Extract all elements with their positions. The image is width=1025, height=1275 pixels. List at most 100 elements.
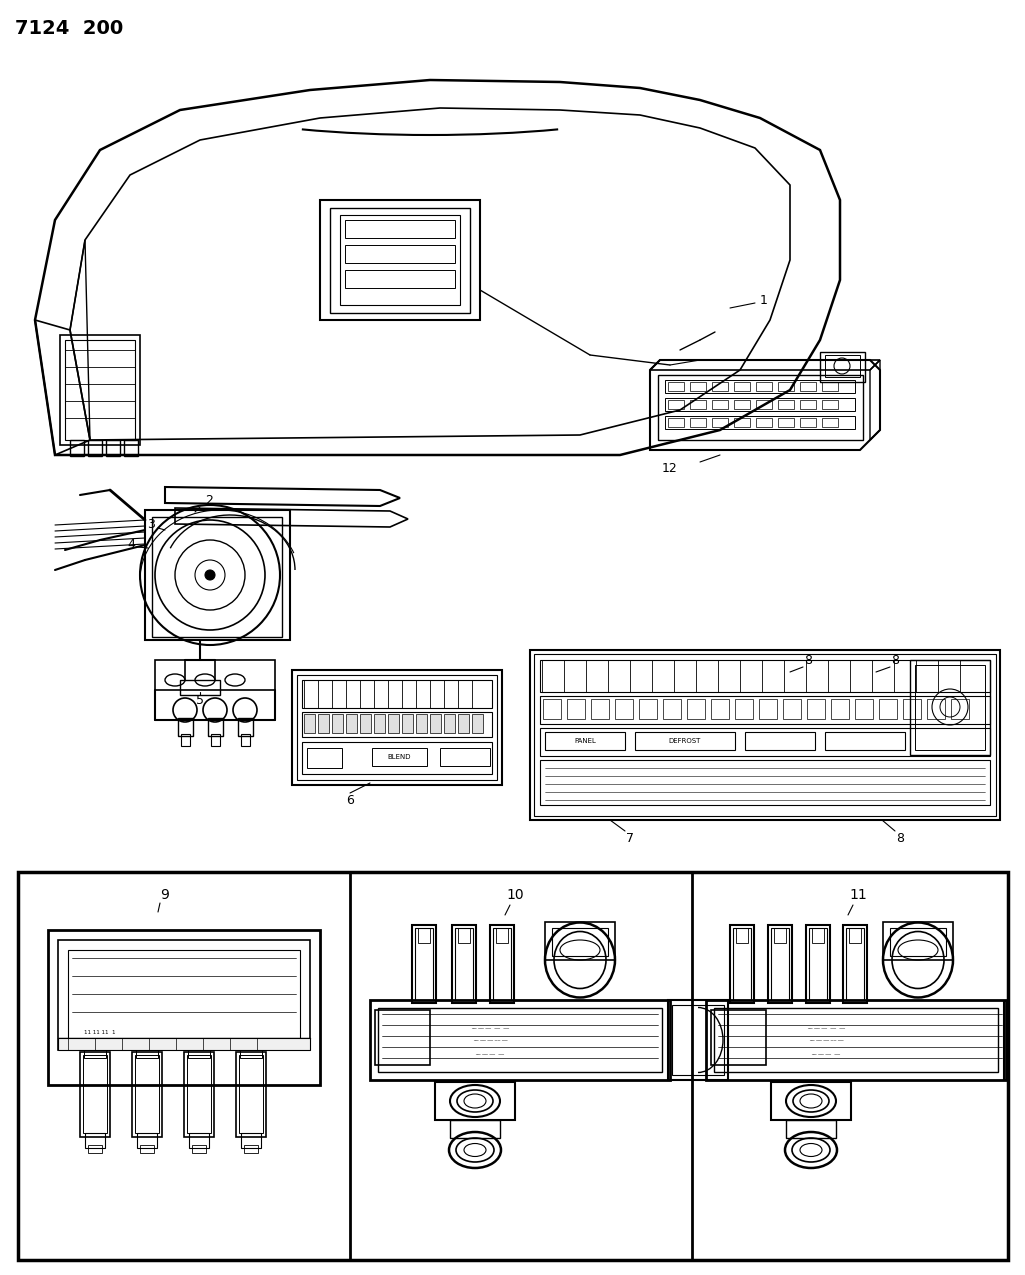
Bar: [807, 699, 825, 719]
Bar: [806, 924, 830, 1003]
Bar: [736, 928, 748, 944]
Bar: [809, 928, 827, 1000]
Bar: [903, 699, 921, 719]
Bar: [304, 714, 315, 733]
Bar: [768, 924, 792, 1003]
Bar: [430, 714, 441, 733]
Bar: [668, 382, 684, 391]
Bar: [302, 680, 492, 708]
Text: 6: 6: [346, 793, 354, 807]
Bar: [758, 699, 777, 719]
Bar: [452, 924, 476, 1003]
Bar: [849, 928, 861, 944]
Bar: [330, 208, 470, 312]
Bar: [415, 928, 433, 1000]
Bar: [771, 928, 789, 1000]
Text: 11 11 11  1: 11 11 11 1: [84, 1030, 116, 1035]
Bar: [455, 928, 473, 1000]
Bar: [822, 400, 838, 409]
Bar: [65, 340, 135, 440]
Bar: [712, 418, 728, 427]
Bar: [778, 418, 794, 427]
Bar: [545, 732, 625, 750]
Bar: [712, 382, 728, 391]
Text: 7: 7: [626, 831, 634, 844]
Bar: [530, 650, 1000, 820]
Bar: [435, 1082, 515, 1119]
Bar: [135, 1054, 159, 1133]
Bar: [756, 400, 772, 409]
Text: 3: 3: [148, 519, 155, 532]
Bar: [591, 699, 609, 719]
Bar: [545, 922, 615, 960]
Bar: [240, 1051, 262, 1058]
Text: 8: 8: [896, 831, 904, 844]
Bar: [712, 400, 728, 409]
Bar: [346, 714, 357, 733]
Bar: [687, 699, 705, 719]
Bar: [345, 221, 455, 238]
Bar: [543, 699, 561, 719]
Bar: [18, 872, 1008, 1260]
Bar: [184, 1052, 214, 1137]
Bar: [370, 1000, 670, 1080]
Bar: [360, 714, 371, 733]
Bar: [318, 714, 329, 733]
Bar: [374, 714, 385, 733]
Bar: [843, 924, 867, 1003]
Text: 2: 2: [205, 493, 213, 506]
Bar: [690, 382, 706, 391]
Bar: [665, 398, 855, 411]
Bar: [241, 1133, 261, 1148]
Bar: [372, 748, 427, 766]
Bar: [800, 400, 816, 409]
Bar: [493, 928, 511, 1000]
Circle shape: [205, 570, 215, 580]
Bar: [778, 400, 794, 409]
Bar: [552, 928, 608, 956]
Text: __ __ __  __: __ __ __ __: [476, 1049, 504, 1054]
Bar: [308, 748, 342, 768]
Bar: [771, 1082, 851, 1119]
Bar: [440, 748, 490, 766]
Bar: [83, 1054, 107, 1133]
Bar: [181, 734, 190, 746]
Bar: [831, 699, 849, 719]
Text: 4: 4: [127, 538, 135, 552]
Bar: [84, 1051, 106, 1058]
Bar: [800, 382, 816, 391]
Bar: [188, 1051, 210, 1058]
Bar: [450, 1119, 500, 1139]
Bar: [137, 1133, 157, 1148]
Text: BLEND: BLEND: [387, 754, 411, 760]
Text: 11: 11: [849, 887, 867, 901]
Bar: [567, 699, 585, 719]
Text: __ __ __  __: __ __ __ __: [812, 1049, 840, 1054]
Bar: [756, 382, 772, 391]
Bar: [88, 1145, 102, 1153]
Bar: [192, 1145, 206, 1153]
Bar: [152, 516, 282, 638]
Bar: [890, 928, 946, 956]
Bar: [58, 1038, 310, 1051]
Bar: [241, 734, 250, 746]
Bar: [910, 660, 990, 755]
Bar: [825, 354, 860, 377]
Bar: [540, 728, 990, 756]
Bar: [927, 699, 945, 719]
Bar: [412, 924, 436, 1003]
Bar: [663, 699, 681, 719]
Text: __ __ __  __  __: __ __ __ __ __: [472, 1023, 509, 1028]
Bar: [302, 711, 492, 737]
Bar: [444, 714, 455, 733]
Bar: [388, 714, 399, 733]
Bar: [756, 418, 772, 427]
Bar: [472, 714, 483, 733]
Bar: [136, 1051, 158, 1058]
Text: __ __ __  __  __: __ __ __ __ __: [807, 1023, 845, 1028]
Bar: [855, 699, 873, 719]
Bar: [822, 418, 838, 427]
Bar: [846, 928, 864, 1000]
Bar: [189, 1133, 209, 1148]
Bar: [140, 1145, 154, 1153]
